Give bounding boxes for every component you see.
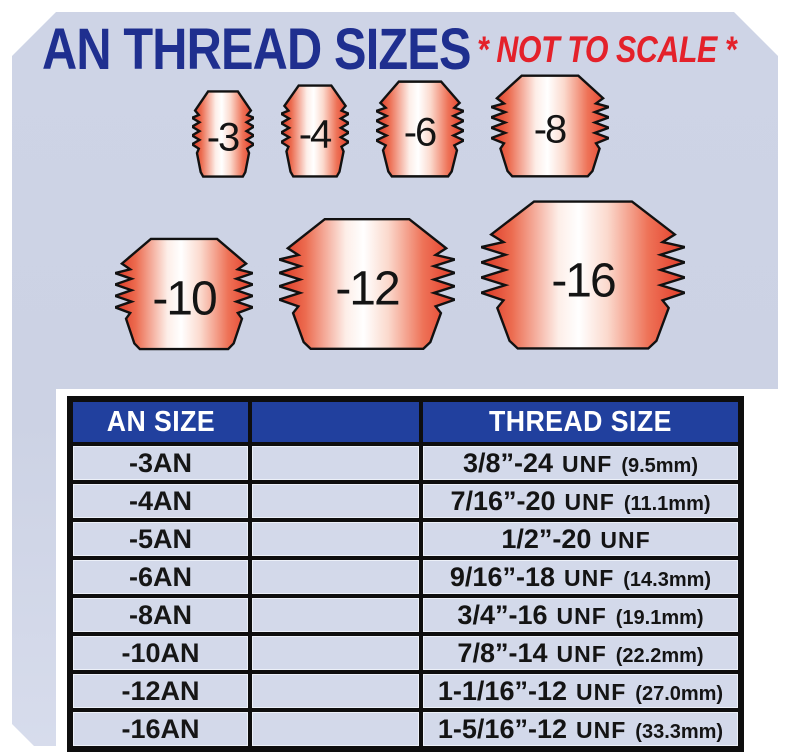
fitting-image-cell	[248, 480, 423, 522]
fitting-image-cell	[248, 594, 423, 636]
fitting-label: -4	[298, 112, 333, 157]
an-size-cell: -8AN	[68, 594, 252, 636]
fitting-image-cell	[248, 518, 423, 560]
an-size-cell: -12AN	[68, 670, 252, 712]
thread-size-header: THREAD SIZE	[419, 397, 743, 446]
fitting-label: -10	[152, 272, 217, 326]
table-row: -4AN 7/16”-20 UNF (11.1mm)	[68, 480, 743, 522]
fitting-label: -8	[533, 107, 568, 152]
table-row: -10AN 7/8”-14 UNF (22.2mm)	[68, 632, 743, 674]
an-size-cell: -10AN	[68, 632, 252, 674]
an-size-header: AN SIZE	[68, 397, 252, 446]
fitting-6an: -6	[375, 80, 464, 178]
thread-size-cell: 9/16”-18 UNF (14.3mm)	[419, 556, 743, 598]
thread-size-cell: 3/4”-16 UNF (19.1mm)	[419, 594, 743, 636]
table-row: -5AN 1/2”-20 UNF	[68, 518, 743, 560]
thread-size-cell: 1-5/16”-12 UNF (33.3mm)	[419, 708, 743, 751]
fitting-10an: -10	[115, 237, 253, 351]
an-size-table: AN SIZE THREAD SIZE -3AN 3/8”-24 UNF (9.5m…	[67, 396, 744, 752]
thread-size-cell: 1-1/16”-12 UNF (27.0mm)	[419, 670, 743, 712]
fitting-image-cell	[248, 442, 423, 484]
fittings-row-small: -3 -4 -6 -8	[0, 74, 800, 178]
fitting-3an: -3	[191, 90, 254, 178]
an-size-cell: -6AN	[68, 556, 252, 598]
table-header-row: AN SIZE THREAD SIZE	[68, 397, 743, 446]
fitting-image-cell	[248, 632, 423, 674]
fitting-image-cell	[248, 670, 423, 712]
fitting-12an: -12	[279, 217, 455, 351]
not-to-scale-note: * NOT TO SCALE *	[477, 29, 737, 70]
an-size-cell: -4AN	[68, 480, 252, 522]
fitting-4an: -4	[280, 84, 349, 178]
fitting-label: -12	[335, 262, 400, 316]
an-size-cell: -16AN	[68, 708, 252, 751]
an-size-cell: -3AN	[68, 442, 252, 484]
fitting-label: -6	[403, 110, 438, 155]
table-row: -6AN 9/16”-18 UNF (14.3mm)	[68, 556, 743, 598]
fitting-image-cell	[248, 708, 423, 751]
an-size-cell: -5AN	[68, 518, 252, 560]
page-title: AN THREAD SIZES	[42, 17, 471, 82]
thread-size-cell: 7/16”-20 UNF (11.1mm)	[419, 480, 743, 522]
thread-size-cell: 3/8”-24 UNF (9.5mm)	[419, 442, 743, 484]
thread-size-cell: 7/8”-14 UNF (22.2mm)	[419, 632, 743, 674]
fittings-row-large: -10 -12 -16	[0, 199, 800, 351]
fitting-8an: -8	[490, 74, 609, 178]
fitting-image-cell	[248, 556, 423, 598]
fitting-16an: -16	[481, 199, 685, 351]
table-row: -3AN 3/8”-24 UNF (9.5mm)	[68, 442, 743, 484]
middle-header	[248, 397, 423, 446]
table-row: -12AN 1-1/16”-12 UNF (27.0mm)	[68, 670, 743, 712]
table-row: -16AN 1-5/16”-12 UNF (33.3mm)	[68, 708, 743, 751]
fitting-label: -3	[206, 115, 241, 160]
table-row: -8AN 3/4”-16 UNF (19.1mm)	[68, 594, 743, 636]
thread-size-cell: 1/2”-20 UNF	[419, 518, 743, 560]
fitting-label: -16	[551, 254, 616, 308]
